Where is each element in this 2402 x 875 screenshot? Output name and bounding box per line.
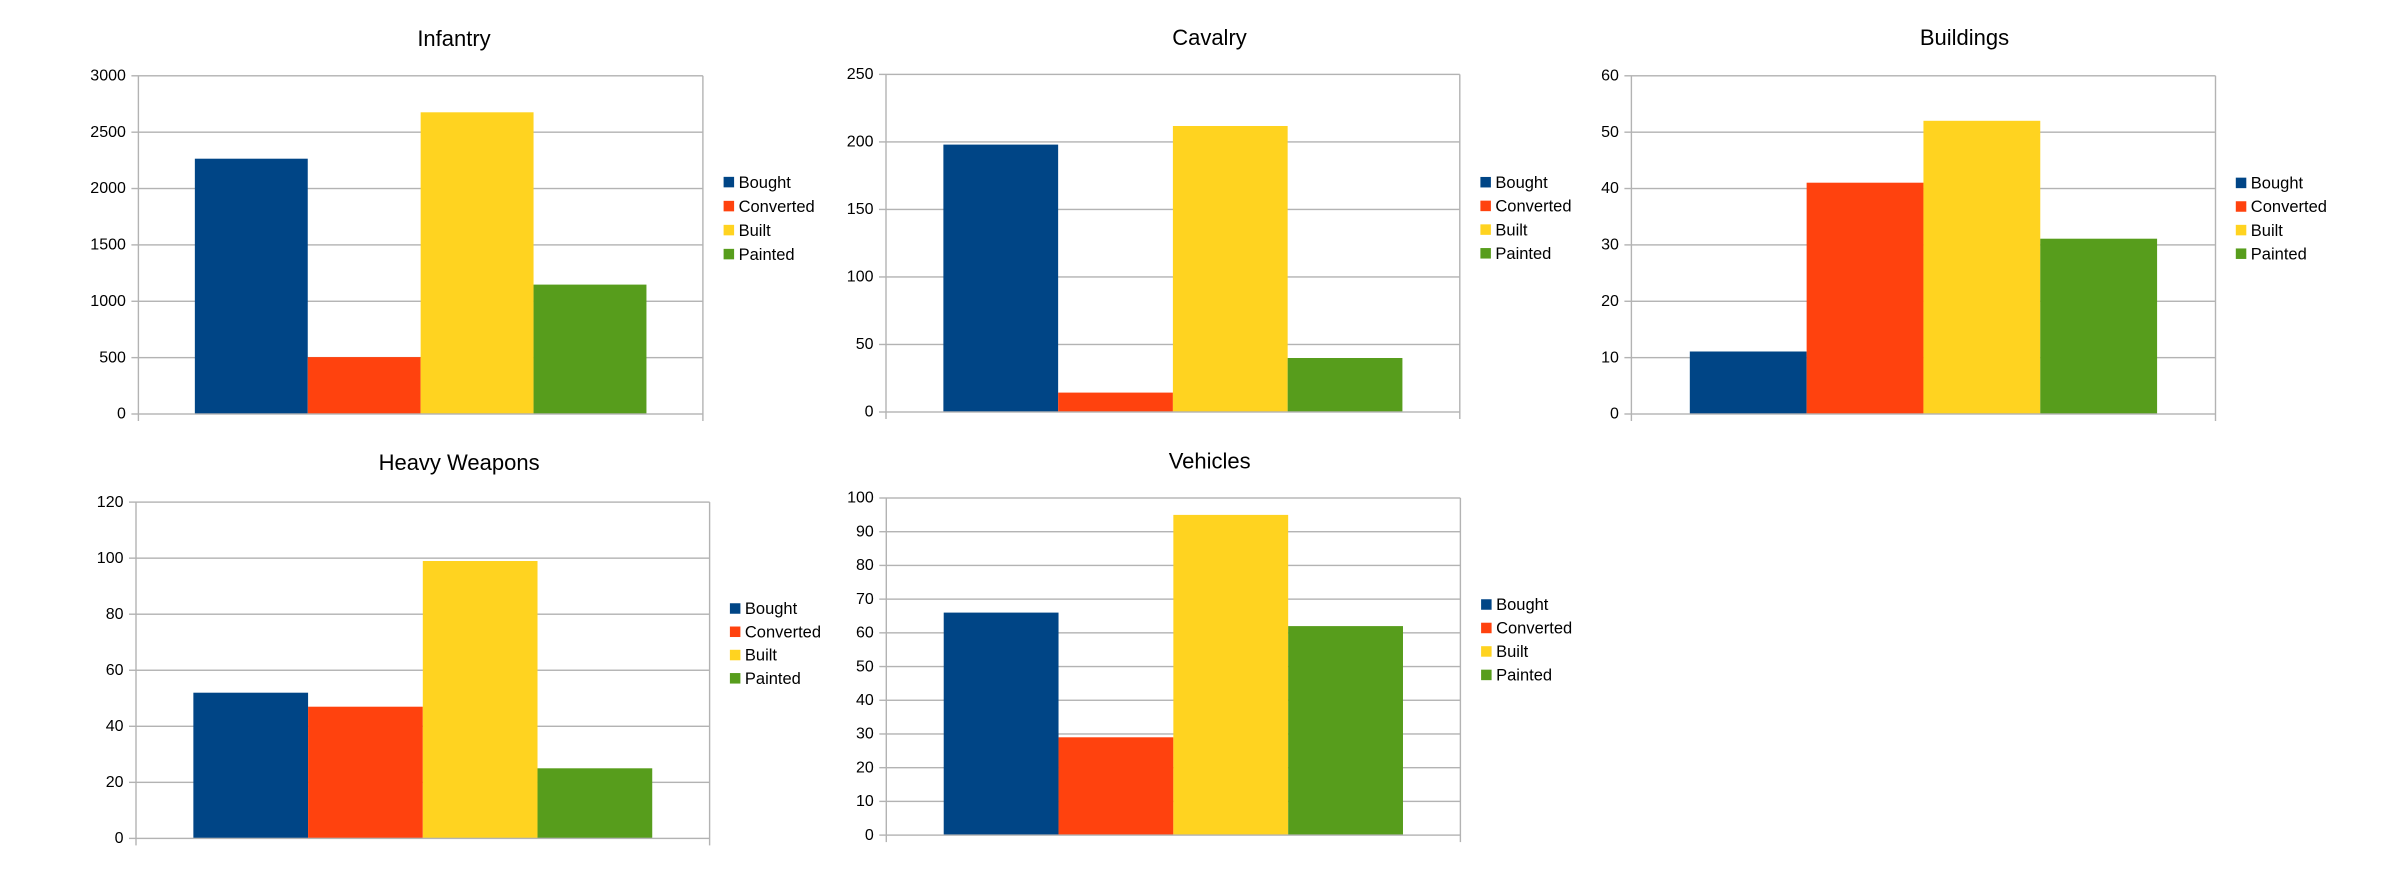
svg-text:Painted: Painted: [745, 670, 801, 688]
svg-text:Built: Built: [1495, 221, 1528, 239]
svg-text:30: 30: [856, 726, 874, 743]
svg-text:Built: Built: [2251, 222, 2284, 240]
svg-text:150: 150: [847, 201, 874, 218]
svg-text:Painted: Painted: [1495, 245, 1551, 263]
svg-text:0: 0: [115, 830, 124, 847]
svg-text:Bought: Bought: [745, 600, 798, 618]
svg-text:80: 80: [106, 606, 124, 623]
svg-text:250: 250: [847, 66, 874, 83]
svg-text:500: 500: [99, 349, 126, 366]
svg-text:Infantry: Infantry: [417, 26, 490, 51]
svg-text:Painted: Painted: [1496, 667, 1552, 685]
svg-text:Heavy Weapons: Heavy Weapons: [379, 450, 540, 475]
svg-text:Cavalry: Cavalry: [1172, 25, 1247, 50]
svg-text:10: 10: [856, 793, 874, 810]
svg-text:20: 20: [856, 759, 874, 776]
svg-text:Buildings: Buildings: [1920, 25, 2009, 50]
svg-text:90: 90: [856, 523, 874, 540]
svg-text:60: 60: [856, 625, 874, 642]
svg-text:Built: Built: [745, 647, 778, 665]
svg-text:Built: Built: [1496, 643, 1529, 661]
svg-text:30: 30: [1601, 237, 1619, 254]
svg-text:Converted: Converted: [1496, 620, 1572, 638]
svg-text:Painted: Painted: [739, 246, 795, 264]
svg-text:Vehicles: Vehicles: [1169, 449, 1251, 474]
svg-text:50: 50: [1601, 124, 1619, 141]
svg-text:Painted: Painted: [2251, 245, 2307, 263]
svg-text:70: 70: [856, 591, 874, 608]
svg-text:0: 0: [117, 406, 126, 423]
svg-text:100: 100: [97, 550, 124, 567]
svg-text:40: 40: [106, 718, 124, 735]
svg-text:100: 100: [847, 490, 874, 507]
svg-text:60: 60: [106, 662, 124, 679]
svg-text:120: 120: [97, 494, 124, 511]
svg-text:0: 0: [865, 827, 874, 844]
svg-text:2500: 2500: [90, 124, 126, 141]
svg-text:Converted: Converted: [745, 623, 821, 641]
svg-text:1500: 1500: [90, 237, 126, 254]
svg-text:80: 80: [856, 557, 874, 574]
svg-text:20: 20: [1601, 293, 1619, 310]
svg-text:60: 60: [1601, 68, 1619, 85]
svg-text:200: 200: [847, 134, 874, 151]
svg-text:2000: 2000: [90, 180, 126, 197]
svg-text:Bought: Bought: [1495, 174, 1548, 192]
svg-text:Converted: Converted: [739, 198, 815, 216]
svg-text:0: 0: [865, 404, 874, 421]
svg-text:3000: 3000: [90, 68, 126, 85]
svg-text:Converted: Converted: [2251, 198, 2327, 216]
svg-text:10: 10: [1601, 349, 1619, 366]
svg-text:Built: Built: [739, 222, 772, 240]
svg-text:Converted: Converted: [1495, 198, 1571, 216]
svg-text:Bought: Bought: [739, 174, 792, 192]
svg-text:50: 50: [856, 336, 874, 353]
svg-text:40: 40: [856, 692, 874, 709]
svg-text:Bought: Bought: [2251, 175, 2304, 193]
svg-text:50: 50: [856, 658, 874, 675]
svg-text:40: 40: [1601, 180, 1619, 197]
svg-text:0: 0: [1610, 406, 1619, 423]
svg-text:20: 20: [106, 774, 124, 791]
svg-text:100: 100: [847, 269, 874, 286]
svg-text:Bought: Bought: [1496, 596, 1549, 614]
svg-text:1000: 1000: [90, 293, 126, 310]
